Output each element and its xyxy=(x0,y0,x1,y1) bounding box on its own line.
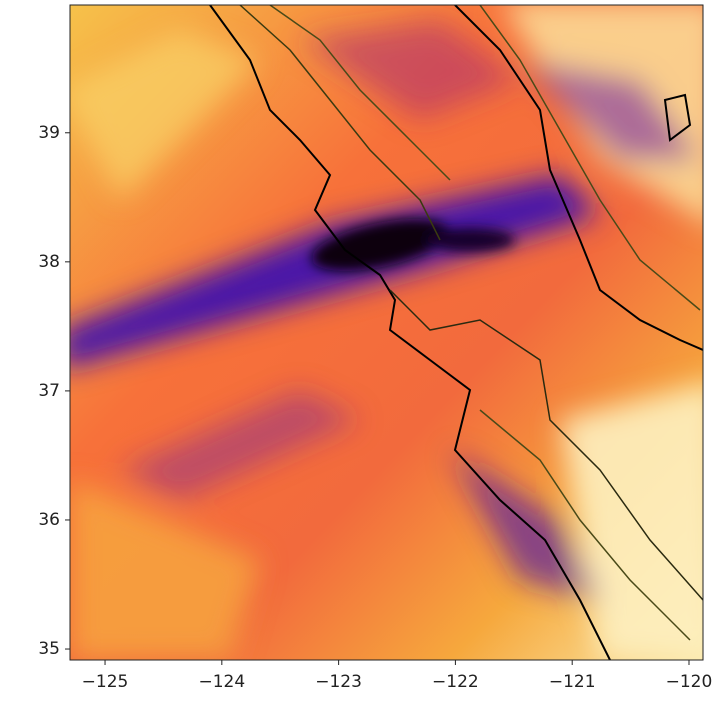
heatmap-image xyxy=(70,5,703,660)
x-tick-label: −121 xyxy=(549,672,596,692)
x-tick-label: −124 xyxy=(198,672,245,692)
x-tick-label: −125 xyxy=(82,672,129,692)
y-tick-label: 35 xyxy=(38,639,60,659)
x-tick-label: −123 xyxy=(315,672,362,692)
x-tick-label: −122 xyxy=(432,672,479,692)
x-tick-label: −120 xyxy=(666,672,713,692)
y-tick-label: 37 xyxy=(38,381,60,401)
plot-frame xyxy=(69,4,704,661)
y-tick-label: 38 xyxy=(38,252,60,272)
y-tick-label: 36 xyxy=(38,510,60,530)
y-tick-label: 39 xyxy=(38,123,60,143)
